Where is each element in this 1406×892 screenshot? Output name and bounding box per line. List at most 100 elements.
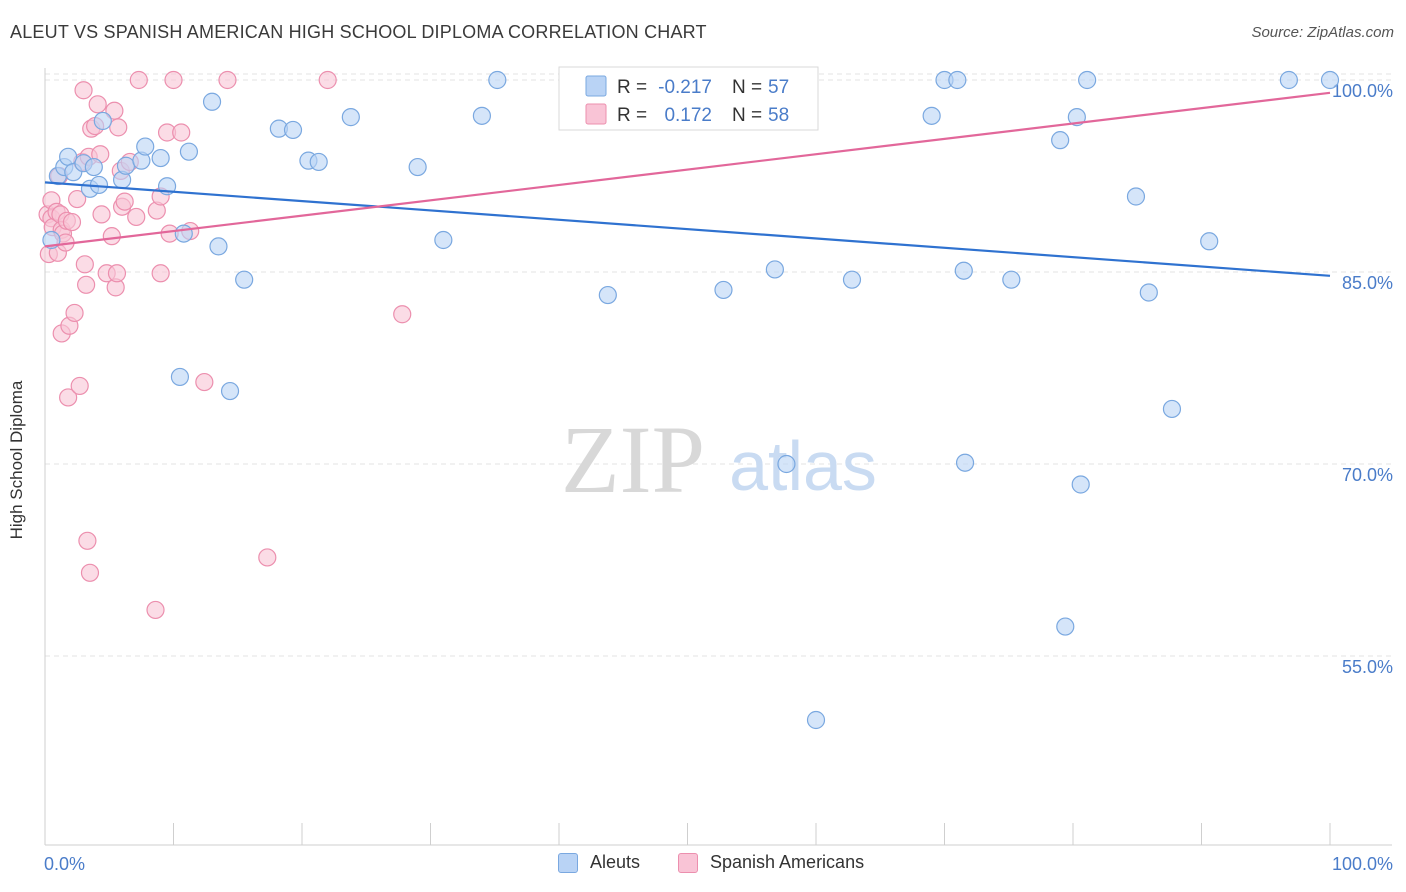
aleut-point (202, 92, 222, 111)
y-tick-label: 70.0% (1342, 465, 1393, 485)
aleut-point (922, 106, 941, 125)
aleut-point (93, 111, 112, 131)
aleut-point (136, 137, 155, 156)
spanish-american-point (195, 372, 214, 392)
spanish-american-point (127, 207, 146, 227)
legend-swatch-aleuts (558, 852, 578, 873)
spanish-american-point (75, 255, 94, 274)
watermark-zip: ZIP (561, 406, 705, 513)
aleut-point (1279, 70, 1298, 90)
spanish-american-point (109, 118, 128, 137)
axes: 100.0% 85.0% 70.0% 55.0% 0.0% 100.0% (44, 68, 1393, 874)
gridlines (45, 73, 1392, 657)
data-points (38, 70, 1340, 730)
spanish-american-point (164, 70, 183, 90)
y-tick-label: 100.0% (1332, 81, 1393, 101)
aleut-point (954, 261, 973, 280)
x-tick-label: 0.0% (44, 854, 85, 874)
chart-title: ALEUT VS SPANISH AMERICAN HIGH SCHOOL DI… (10, 22, 707, 42)
aleut-point (842, 270, 862, 289)
stats-legend: R = -0.217 N = 57 R = 0.172 N = 58 (558, 66, 819, 131)
n-label: N = (732, 77, 762, 98)
aleut-point (179, 142, 199, 161)
spanish-american-point (102, 227, 121, 246)
aleut-point (235, 270, 254, 289)
spanish-american-point (88, 95, 107, 114)
r-label: R = (617, 105, 647, 126)
spanish-american-point (65, 303, 84, 323)
aleut-point (1071, 475, 1090, 494)
aleut-point (283, 120, 303, 140)
aleut-point (1320, 70, 1340, 90)
legend-item-spanish-americans: Spanish Americans (678, 852, 864, 873)
aleut-point (170, 367, 190, 387)
spanish-american-point (77, 275, 96, 294)
source-label: Source: ZipAtlas.com (1251, 24, 1394, 41)
y-tick-label: 55.0% (1342, 657, 1393, 677)
aleut-point (209, 237, 228, 256)
aleut-point (59, 147, 78, 166)
spanish-american-point (80, 563, 100, 582)
n-value: 57 (768, 77, 789, 98)
legend-label-spanish-americans: Spanish Americans (710, 852, 865, 872)
n-value: 58 (768, 105, 789, 126)
spanish-american-point (115, 192, 134, 211)
legend-item-aleuts: Aleuts (558, 852, 640, 873)
spanish-american-point (78, 531, 97, 550)
trend-lines (44, 91, 1331, 277)
aleut-trend-line (44, 181, 1331, 277)
spanish-american-point (59, 388, 78, 407)
watermark: ZIP atlas (561, 406, 877, 513)
legend-swatch-spanish-americans (678, 852, 698, 873)
n-label: N = (732, 105, 762, 126)
aleut-point (598, 285, 617, 305)
aleut-point (806, 710, 826, 730)
aleut-point (1200, 232, 1219, 251)
stats-swatch-spanish-americans (585, 103, 607, 125)
spanish-american-point (68, 189, 87, 209)
aleut-point (1162, 399, 1182, 419)
spanish-american-point (70, 376, 89, 396)
aleut-point (1067, 108, 1086, 127)
r-value: 0.172 (664, 105, 712, 126)
spanish-american-point (62, 212, 82, 232)
y-tick-label: 85.0% (1342, 273, 1393, 293)
aleut-point (434, 230, 453, 250)
spanish-american-point (258, 548, 277, 567)
spanish-american-point (92, 205, 111, 224)
aleut-point (1139, 283, 1158, 302)
r-value: -0.217 (658, 77, 712, 98)
spanish-american-point (107, 264, 127, 283)
y-axis-label: High School Diploma (7, 380, 26, 540)
aleut-point (408, 157, 427, 177)
aleut-point (472, 106, 491, 125)
aleut-point (948, 70, 967, 90)
aleut-point (1078, 70, 1097, 90)
spanish-american-point (172, 123, 191, 142)
r-label: R = (617, 77, 647, 98)
spanish-american-trend-line (44, 91, 1331, 248)
aleut-point (714, 280, 733, 300)
aleut-point (765, 260, 784, 279)
aleut-point (174, 224, 193, 243)
spanish-american-point (151, 264, 170, 283)
aleut-point (1002, 270, 1021, 289)
spanish-american-point (146, 600, 165, 620)
aleut-point (151, 148, 170, 168)
aleut-point (1051, 131, 1070, 150)
aleut-point (341, 108, 360, 127)
stats-swatch-aleuts (585, 75, 607, 97)
series-legend: Aleuts Spanish Americans (0, 852, 1406, 878)
aleut-point (309, 152, 328, 172)
aleut-point (1126, 187, 1146, 206)
spanish-american-point (318, 70, 337, 90)
aleut-point (488, 70, 507, 90)
watermark-atlas: atlas (729, 427, 877, 505)
x-tick-label: 100.0% (1332, 854, 1393, 874)
legend-label-aleuts: Aleuts (590, 852, 641, 872)
spanish-american-point (74, 81, 93, 100)
aleut-point (116, 156, 136, 175)
aleut-point (220, 381, 240, 401)
aleut-point (955, 453, 975, 472)
